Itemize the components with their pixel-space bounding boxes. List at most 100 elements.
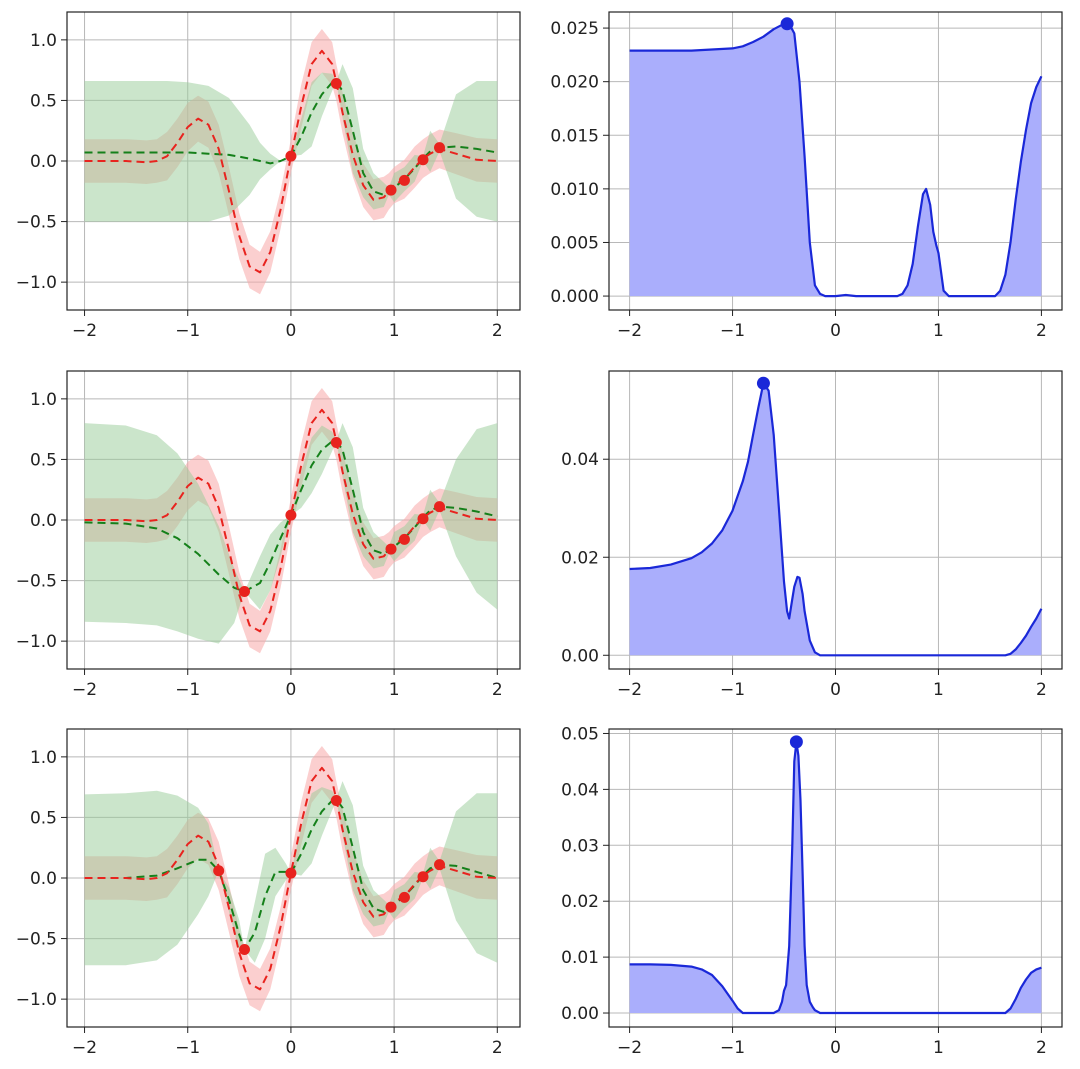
panel-gp-row2: −2 −1 0 1 2 −1.0 −0.5 0.0 0.5 1.0 (16, 370, 521, 700)
observation-point (285, 867, 297, 879)
y-tick-label: 1.0 (30, 390, 57, 410)
y-tick-label: 0.015 (550, 126, 599, 146)
x-tick-label: 2 (492, 680, 503, 700)
acquisition-max-point (780, 17, 794, 31)
observation-point (385, 901, 397, 913)
plot-area (629, 740, 1042, 1015)
x-tick-label: 2 (1036, 1038, 1047, 1058)
x-tick-label: −1 (175, 680, 200, 700)
y-tick-label: 0.5 (30, 91, 57, 111)
observation-point (434, 501, 446, 513)
x-tick-label: 2 (492, 321, 503, 341)
x-tick-label: −1 (720, 680, 745, 700)
observation-point (434, 859, 446, 871)
acquisition-area (629, 23, 1042, 297)
acquisition-max-point (789, 735, 803, 749)
observation-point (398, 533, 410, 545)
x-tick-label: −2 (617, 680, 642, 700)
observation-point (398, 174, 410, 186)
true-function-line (84, 49, 498, 274)
x-tick-label: 1 (389, 680, 400, 700)
x-tick-label: 0 (286, 1038, 297, 1058)
y-tick-label: 0.0 (30, 869, 57, 889)
gp-uncertainty-band (84, 781, 498, 966)
x-tick-label: 1 (933, 1038, 944, 1058)
observation-point (330, 77, 342, 89)
acquisition-line (629, 740, 1042, 1015)
observation-point (417, 871, 429, 883)
observation-point (385, 184, 397, 196)
panel-acq-row1: −2 −1 0 1 2 0.000 0.005 0.010 0.015 0.020 0.025 (550, 11, 1063, 341)
observation-point (213, 865, 225, 877)
y-tick-label: 0.000 (550, 287, 599, 307)
x-tick-label: 0 (286, 680, 297, 700)
x-tick-label: 0 (830, 680, 841, 700)
plot-area (84, 746, 498, 1012)
y-tick-label: 0.03 (561, 836, 599, 856)
y-tick-label: 0.05 (561, 724, 599, 744)
x-tick-label: −2 (72, 1038, 97, 1058)
x-tick-label: −1 (175, 321, 200, 341)
panel-gp-row1: −2 −1 0 1 2 −1.0 −0.5 0.0 0.5 1.0 (16, 11, 521, 341)
y-tick-label: −0.5 (16, 572, 57, 592)
x-tick-label: 1 (933, 680, 944, 700)
true-function-line (84, 408, 498, 633)
acquisition-max-point (756, 376, 770, 390)
observation-point (417, 154, 429, 166)
plot-area (629, 22, 1043, 298)
y-tick-label: 0.01 (561, 948, 599, 968)
y-tick-label: 0.0 (30, 152, 57, 172)
x-tick-label: −2 (617, 321, 642, 341)
y-tick-label: −0.5 (16, 213, 57, 233)
panel-gp-row3: −2 −1 0 1 2 −1.0 −0.5 0.0 0.5 1.0 (16, 728, 521, 1058)
x-tick-label: −2 (72, 680, 97, 700)
gp-uncertainty-band (84, 64, 498, 222)
acquisition-line (629, 22, 1043, 298)
y-tick-label: 0.00 (561, 646, 599, 666)
observation-point (285, 509, 297, 521)
x-tick-label: 1 (389, 1038, 400, 1058)
x-tick-label: 2 (492, 1038, 503, 1058)
gp-uncertainty-band (84, 423, 498, 644)
y-tick-label: 0.025 (550, 19, 599, 39)
x-tick-label: −2 (617, 1038, 642, 1058)
observation-point (238, 585, 250, 597)
panel-acq-row3: −2 −1 0 1 2 0.00 0.01 0.02 0.03 0.04 0.05 (561, 724, 1063, 1058)
y-tick-label: 0.04 (561, 450, 599, 470)
x-tick-label: −1 (720, 1038, 745, 1058)
x-tick-label: 1 (389, 321, 400, 341)
x-tick-label: 2 (1036, 680, 1047, 700)
x-tick-label: 1 (933, 321, 944, 341)
x-tick-label: −1 (720, 321, 745, 341)
observation-point (398, 891, 410, 903)
y-tick-label: 0.0 (30, 511, 57, 531)
true-function-line (84, 766, 498, 991)
y-tick-label: −1.0 (16, 632, 57, 652)
y-tick-label: −1.0 (16, 990, 57, 1010)
plot-area (84, 29, 498, 295)
y-tick-label: 0.02 (561, 892, 599, 912)
y-tick-label: 0.02 (561, 548, 599, 568)
observation-point (330, 436, 342, 448)
observation-point (238, 943, 250, 955)
y-tick-label: 0.00 (561, 1004, 599, 1024)
gp-mean-line (84, 81, 498, 196)
panel-acq-row2: −2 −1 0 1 2 0.00 0.02 0.04 (561, 370, 1063, 700)
plot-area (629, 382, 1043, 657)
x-tick-label: −2 (72, 321, 97, 341)
x-tick-label: 0 (830, 321, 841, 341)
acquisition-area (629, 383, 1042, 656)
acquisition-area (629, 741, 1042, 1013)
observation-point (434, 142, 446, 154)
x-tick-label: −1 (175, 1038, 200, 1058)
y-tick-label: 0.5 (30, 450, 57, 470)
y-tick-label: 0.020 (550, 73, 599, 93)
y-tick-label: 0.5 (30, 808, 57, 828)
y-tick-label: 1.0 (30, 748, 57, 768)
x-tick-label: 0 (830, 1038, 841, 1058)
observation-point (285, 150, 297, 162)
y-tick-label: 0.010 (550, 180, 599, 200)
acquisition-line (629, 382, 1043, 657)
y-tick-label: 0.04 (561, 780, 599, 800)
